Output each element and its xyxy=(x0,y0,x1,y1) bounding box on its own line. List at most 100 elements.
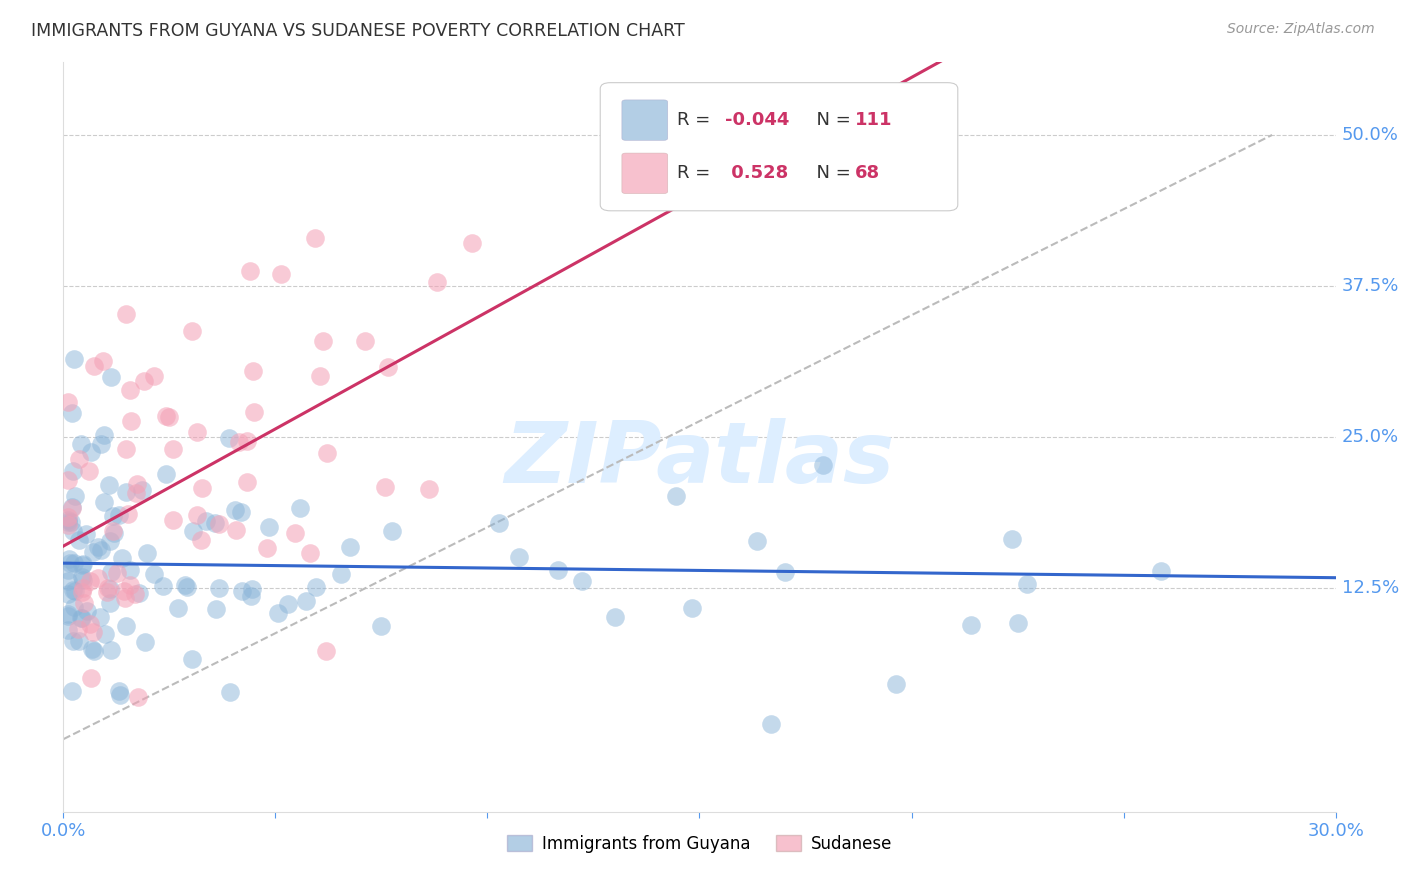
Point xyxy=(124,587,146,601)
Point xyxy=(108,684,131,698)
Point xyxy=(56,586,79,600)
Point xyxy=(224,502,246,516)
Text: R =: R = xyxy=(676,112,716,129)
Point xyxy=(190,533,212,547)
Point xyxy=(103,509,125,524)
Point xyxy=(143,566,166,581)
Point xyxy=(418,482,440,496)
Text: 111: 111 xyxy=(855,112,893,129)
Point xyxy=(97,477,120,491)
Point xyxy=(204,516,226,531)
Point xyxy=(80,444,103,458)
Point xyxy=(811,458,834,472)
Point xyxy=(62,582,84,597)
Point xyxy=(460,236,482,251)
Point xyxy=(225,523,247,537)
Point xyxy=(65,489,87,503)
Point xyxy=(256,541,278,555)
Text: IMMIGRANTS FROM GUYANA VS SUDANESE POVERTY CORRELATION CHART: IMMIGRANTS FROM GUYANA VS SUDANESE POVER… xyxy=(31,22,685,40)
Point xyxy=(304,231,326,245)
Point xyxy=(94,627,117,641)
Point xyxy=(60,500,83,514)
Point xyxy=(240,582,263,596)
Text: 0.528: 0.528 xyxy=(725,164,789,182)
Point xyxy=(288,500,311,515)
Point xyxy=(180,324,202,338)
Point xyxy=(309,368,332,383)
Point xyxy=(72,573,94,587)
Point xyxy=(228,435,250,450)
Point xyxy=(56,609,79,624)
Point xyxy=(761,717,783,731)
Point xyxy=(167,600,190,615)
Point xyxy=(162,513,184,527)
Point xyxy=(132,374,155,388)
Point xyxy=(72,596,94,610)
Point xyxy=(775,565,797,579)
Point xyxy=(69,611,91,625)
Point xyxy=(312,334,335,348)
Point xyxy=(63,583,86,598)
Point xyxy=(1150,564,1173,578)
Point xyxy=(86,571,108,585)
Point xyxy=(115,484,138,499)
Point xyxy=(125,477,148,491)
Point xyxy=(56,395,79,409)
Point xyxy=(112,583,135,598)
Point xyxy=(155,467,177,481)
Point xyxy=(236,434,259,448)
Point xyxy=(681,600,703,615)
Point xyxy=(100,643,122,657)
Point xyxy=(235,475,257,490)
Point xyxy=(59,556,82,570)
Point xyxy=(62,464,84,478)
Point xyxy=(603,610,626,624)
Point xyxy=(56,574,79,588)
Point xyxy=(79,464,101,478)
Point xyxy=(62,351,84,366)
Point xyxy=(186,508,208,523)
Point xyxy=(381,524,404,539)
Point xyxy=(72,611,94,625)
Point xyxy=(270,267,292,281)
Text: 37.5%: 37.5% xyxy=(1343,277,1399,295)
Point xyxy=(90,436,112,450)
Point xyxy=(195,515,218,529)
Point xyxy=(67,633,90,648)
Point xyxy=(143,369,166,384)
Point xyxy=(547,563,569,577)
Point xyxy=(56,509,79,524)
Point xyxy=(1007,615,1029,630)
Legend: Immigrants from Guyana, Sudanese: Immigrants from Guyana, Sudanese xyxy=(501,829,898,860)
Point xyxy=(56,517,79,532)
Point xyxy=(426,275,449,289)
Text: N =: N = xyxy=(806,112,856,129)
Point xyxy=(83,644,105,658)
Point xyxy=(98,596,121,610)
Point xyxy=(277,598,299,612)
Point xyxy=(243,405,266,419)
Point xyxy=(101,524,124,538)
Point xyxy=(114,442,136,456)
Point xyxy=(70,569,93,583)
Point xyxy=(72,585,94,599)
Point xyxy=(60,684,83,698)
Point xyxy=(239,264,262,278)
Point xyxy=(295,593,318,607)
Point xyxy=(107,508,129,522)
Text: 68: 68 xyxy=(855,164,880,182)
Point xyxy=(231,584,253,599)
Point xyxy=(103,525,125,540)
Point xyxy=(229,505,252,519)
Point xyxy=(118,384,141,398)
Point xyxy=(240,590,263,604)
Point xyxy=(960,618,983,632)
Point xyxy=(89,609,111,624)
Point xyxy=(127,690,149,705)
Point xyxy=(62,633,84,648)
Point xyxy=(571,574,593,589)
Point xyxy=(191,481,214,495)
Text: Source: ZipAtlas.com: Source: ZipAtlas.com xyxy=(1227,22,1375,37)
Point xyxy=(56,513,79,527)
Point xyxy=(1001,533,1024,547)
